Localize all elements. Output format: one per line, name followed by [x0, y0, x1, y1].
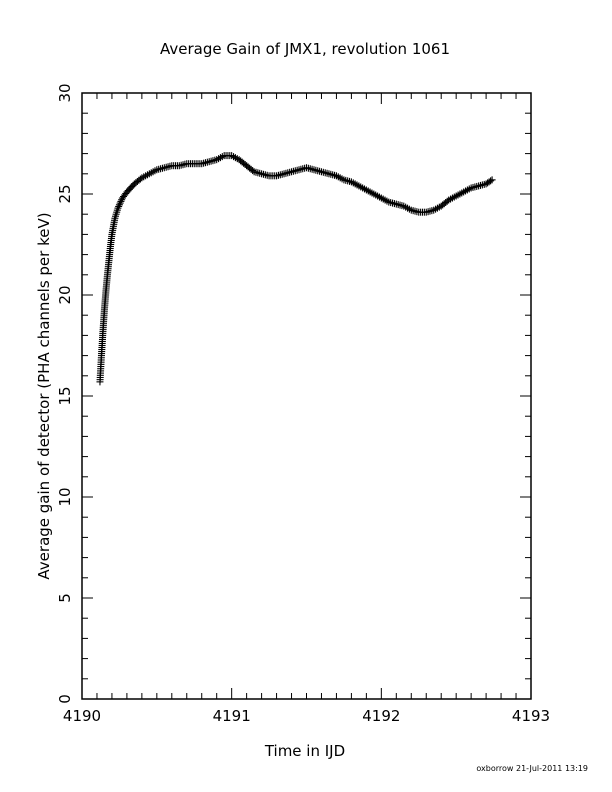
- y-tick-label: 30: [56, 83, 74, 102]
- x-axis-label: Time in IJD: [264, 742, 345, 760]
- y-tick-label: 10: [56, 487, 74, 506]
- plot-frame: [81, 92, 532, 700]
- chart-title: Average Gain of JMX1, revolution 1061: [160, 40, 450, 58]
- y-axis-ticks: [82, 92, 531, 700]
- data-point: [487, 177, 495, 185]
- x-tick-label: 4190: [63, 707, 101, 725]
- x-tick-label: 4193: [512, 707, 550, 725]
- y-axis-label: Average gain of detector (PHA channels p…: [35, 212, 53, 579]
- x-tick-label: 4192: [362, 707, 400, 725]
- data-series: [96, 152, 496, 386]
- y-axis-tick-labels: 0 5 10 15 20 25 30: [56, 83, 74, 703]
- data-point: [114, 204, 122, 212]
- x-axis-ticks: [81, 93, 532, 699]
- data-point: [115, 201, 123, 209]
- y-tick-label: 0: [56, 694, 74, 704]
- footer-stamp: oxborrow 21-Jul-2011 13:19: [476, 764, 588, 773]
- y-tick-label: 5: [56, 593, 74, 603]
- x-tick-label: 4191: [213, 707, 251, 725]
- data-point: [488, 176, 496, 184]
- y-tick-label: 15: [56, 386, 74, 405]
- data-point: [115, 202, 123, 210]
- y-tick-label: 20: [56, 285, 74, 304]
- x-axis-tick-labels: 4190 4191 4192 4193: [63, 707, 550, 725]
- y-tick-label: 25: [56, 184, 74, 203]
- data-point: [116, 199, 124, 207]
- data-point: [117, 197, 125, 205]
- data-point: [249, 167, 257, 175]
